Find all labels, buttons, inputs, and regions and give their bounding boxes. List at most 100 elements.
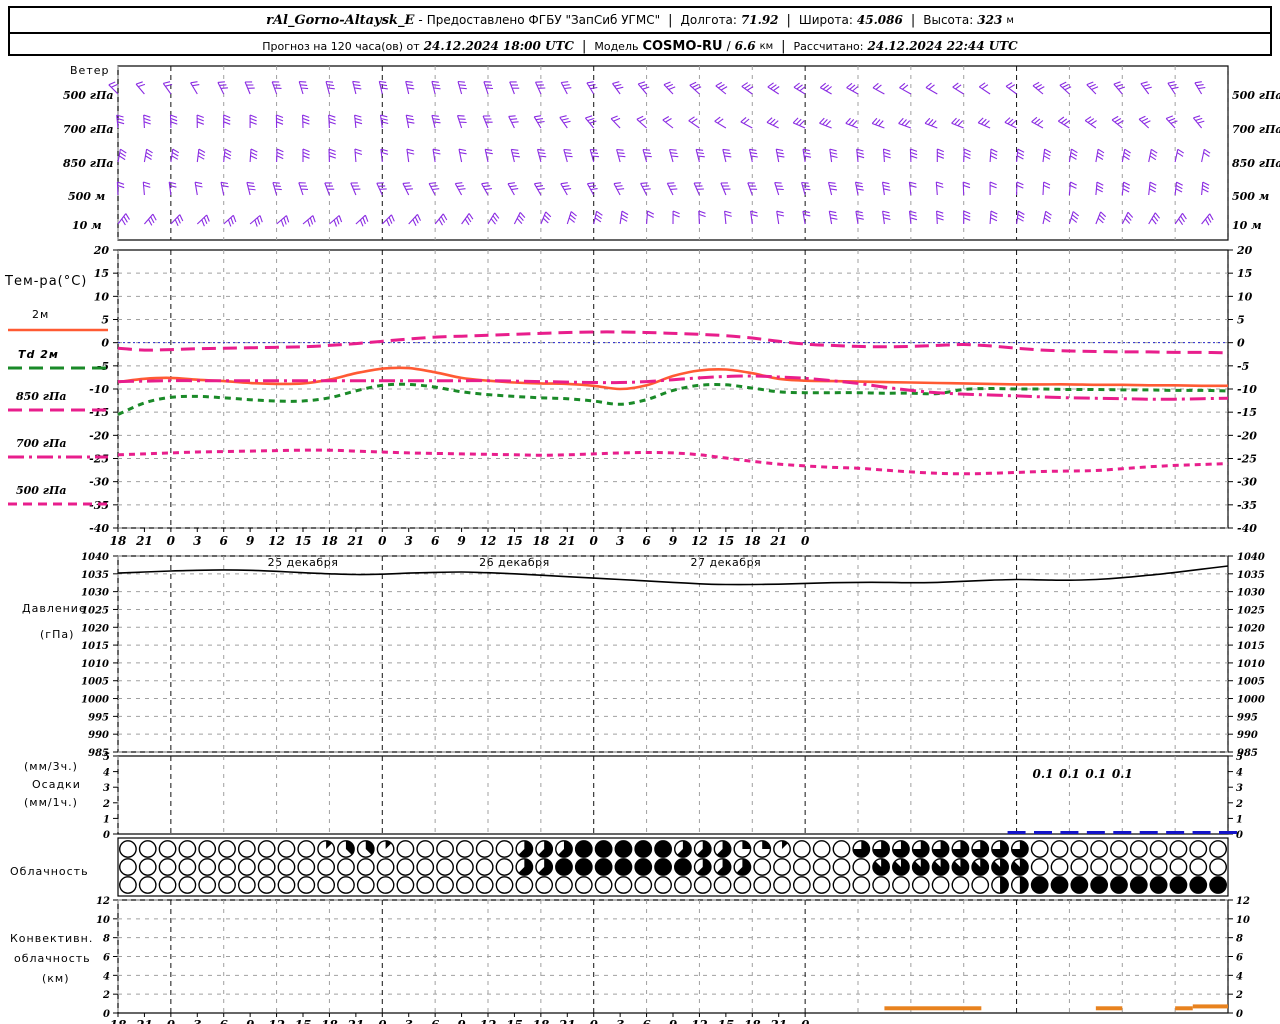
conv-ytick-label-right: 4 bbox=[1236, 971, 1243, 982]
longitude-label: Долгота: bbox=[680, 13, 737, 27]
cloud-symbol-outline bbox=[1030, 840, 1049, 858]
wind-barb bbox=[689, 81, 702, 95]
temp-ytick-label-right: -35 bbox=[1237, 499, 1257, 512]
wind-barb bbox=[828, 210, 838, 225]
cloud-symbol-outline bbox=[951, 876, 970, 894]
wind-barb bbox=[116, 114, 125, 129]
cloud-symbol-fill bbox=[575, 858, 593, 876]
temp-ytick-label-right: 10 bbox=[1237, 290, 1253, 303]
cloud-symbol bbox=[237, 876, 256, 894]
wind-barb bbox=[170, 148, 180, 163]
cloud-symbol-fill bbox=[853, 840, 870, 858]
wind-barb bbox=[854, 181, 864, 196]
wind-barb bbox=[196, 114, 204, 129]
cloud-symbol bbox=[1090, 876, 1109, 894]
altitude-unit: м bbox=[1006, 14, 1014, 26]
wind-barb bbox=[1084, 116, 1097, 129]
wind-barb bbox=[560, 182, 572, 196]
cloud-symbol bbox=[416, 858, 435, 876]
wind-barb bbox=[1016, 210, 1025, 225]
conv-time-tick-label: 3 bbox=[193, 1018, 201, 1024]
time-axis-tick-label: 12 bbox=[268, 534, 285, 548]
cloud-symbol-outline bbox=[337, 876, 355, 894]
cloud-symbol bbox=[198, 840, 217, 858]
wind-barb bbox=[952, 82, 964, 95]
cloud-symbol-outline bbox=[1070, 840, 1089, 858]
cloud-symbol-fill bbox=[932, 858, 949, 876]
conv-time-tick-label: 6 bbox=[220, 1018, 229, 1024]
temp-ytick-label-right: -10 bbox=[1237, 383, 1257, 396]
conv-panel-frame bbox=[117, 899, 1229, 1014]
cloud-symbol bbox=[574, 858, 593, 876]
cloud-symbol-fill bbox=[872, 858, 890, 876]
wind-barb bbox=[1042, 181, 1051, 196]
wind-barb bbox=[298, 182, 309, 196]
conv-ytick-label-left: 6 bbox=[103, 953, 110, 964]
wind-barb bbox=[431, 114, 441, 129]
wind-barb bbox=[1121, 181, 1131, 196]
cloud-symbol-outline bbox=[792, 840, 811, 858]
wind-barb bbox=[328, 148, 336, 163]
cloud-symbol-fill bbox=[972, 858, 989, 876]
wind-barb bbox=[461, 213, 474, 226]
temp-legend-500-label: 500 гПа bbox=[16, 484, 67, 497]
header-sep-2: | bbox=[786, 12, 791, 28]
cloud-symbol-outline bbox=[396, 876, 415, 894]
conv-title-line3: (км) bbox=[42, 972, 70, 985]
cloud-symbol-fill bbox=[716, 840, 731, 858]
wind-barb bbox=[642, 148, 652, 163]
conv-time-tick-label: 12 bbox=[268, 1018, 285, 1024]
cloud-symbol-outline bbox=[119, 858, 137, 876]
cloud-symbol bbox=[971, 840, 990, 858]
wind-barb bbox=[482, 115, 493, 129]
precip-ytick-label-right: 4 bbox=[1236, 768, 1243, 779]
cloud-symbol bbox=[277, 876, 296, 894]
cloud-symbol bbox=[654, 840, 672, 858]
wind-barb bbox=[872, 82, 885, 95]
wind-barb bbox=[405, 114, 415, 129]
cloud-symbol bbox=[297, 876, 316, 894]
header-sep-5: | bbox=[781, 38, 786, 54]
time-axis-tick-label: 0 bbox=[167, 534, 176, 548]
cloud-symbol-fill bbox=[677, 840, 692, 858]
cloud-symbol bbox=[198, 876, 217, 894]
wind-barb bbox=[196, 214, 210, 227]
forecast-label: Прогноз на 120 часа(ов) от bbox=[262, 39, 420, 53]
cloud-symbol bbox=[1189, 840, 1208, 858]
cloud-symbol bbox=[535, 858, 554, 876]
cloud-symbol-outline bbox=[119, 876, 137, 894]
cloud-symbol bbox=[753, 858, 772, 876]
cloud-symbol bbox=[1110, 858, 1128, 876]
wind-barb bbox=[845, 117, 859, 129]
cloud-symbol bbox=[198, 858, 217, 876]
conv-time-tick-label: 18 bbox=[110, 1018, 127, 1024]
cloud-symbol-outline bbox=[198, 876, 217, 894]
temp-legend-700-label: 700 гПа bbox=[16, 437, 67, 450]
wind-barb bbox=[1194, 81, 1206, 95]
cloud-symbol-fill bbox=[696, 858, 711, 876]
cloud-symbol-fill bbox=[782, 840, 788, 849]
temp-ytick-label-right: -30 bbox=[1237, 476, 1257, 489]
cloud-symbol-outline bbox=[792, 876, 811, 894]
wind-barb bbox=[246, 181, 256, 196]
wind-barb bbox=[724, 210, 732, 225]
precip-snow-bar bbox=[1139, 831, 1158, 834]
cloud-symbol bbox=[158, 876, 177, 894]
cloud-symbol bbox=[792, 840, 811, 858]
cloud-symbol-outline bbox=[1209, 840, 1227, 858]
wind-barb bbox=[223, 114, 231, 128]
cloud-symbol-outline bbox=[416, 876, 435, 894]
time-axis-tick-label: 6 bbox=[642, 534, 651, 548]
cloud-symbol bbox=[138, 840, 157, 858]
temp-ytick-label-left: -30 bbox=[89, 476, 109, 489]
wind-barb bbox=[402, 182, 413, 196]
wind-barb bbox=[1148, 212, 1161, 225]
conv-time-tick-label: 18 bbox=[744, 1018, 761, 1024]
conv-ytick-label-right: 0 bbox=[1236, 1009, 1243, 1020]
wind-barb bbox=[271, 81, 282, 95]
wind-barb bbox=[508, 115, 519, 129]
cloud-symbol bbox=[1129, 840, 1148, 858]
cloud-symbol-fill bbox=[385, 840, 392, 849]
wind-barb bbox=[1005, 82, 1017, 95]
